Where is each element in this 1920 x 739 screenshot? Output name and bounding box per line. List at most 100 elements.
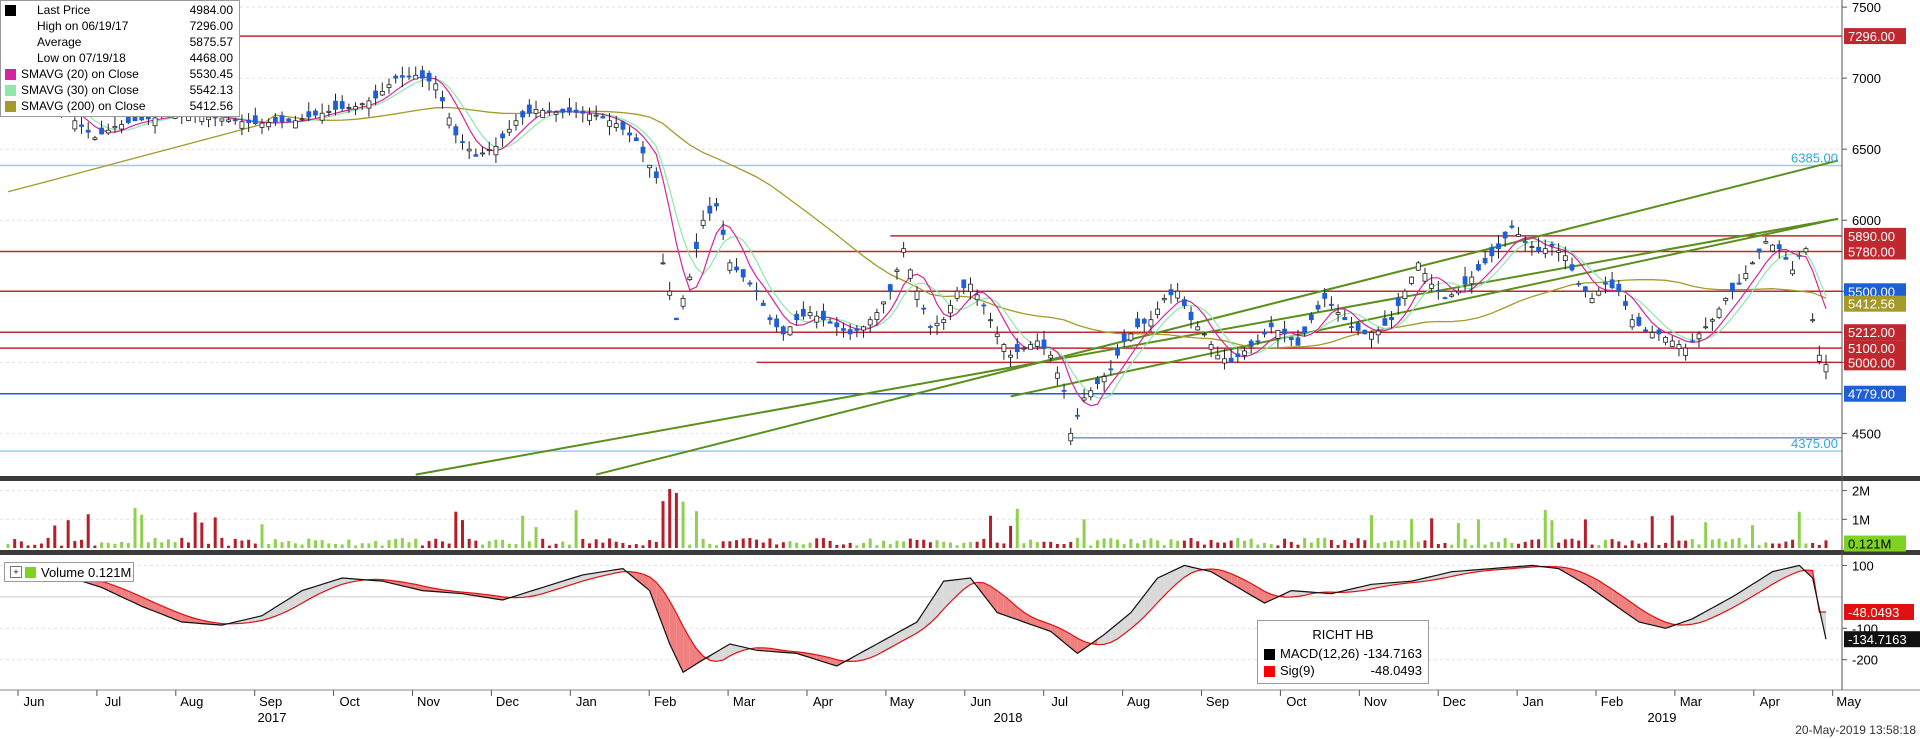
volume-bar: [895, 540, 899, 548]
level-label: 4375.00: [1791, 436, 1838, 451]
candle-body: [914, 290, 920, 300]
candle-body: [560, 108, 566, 113]
candle-body: [974, 294, 980, 301]
candle-body: [1750, 262, 1755, 265]
volume-bar: [474, 540, 478, 548]
volume-bar: [1169, 539, 1173, 548]
volume-bar: [1517, 543, 1521, 548]
macd-fill: [1765, 571, 1773, 589]
volume-legend: + Volume 0.121M: [4, 562, 134, 582]
volume-bar: [1336, 544, 1340, 548]
volume-bar: [888, 544, 892, 548]
candle-body: [486, 149, 492, 152]
volume-bar: [86, 514, 90, 548]
last-price-swatch: [5, 5, 16, 16]
macd-fill: [1130, 603, 1138, 629]
candle-body: [1783, 257, 1789, 260]
volume-bar: [140, 514, 144, 548]
macd-fill: [268, 607, 276, 619]
volume-bar: [1042, 541, 1046, 548]
volume-bar: [374, 541, 378, 548]
volume-bar: [1176, 540, 1180, 548]
volume-bar: [1430, 518, 1434, 548]
volume-bar: [434, 538, 438, 548]
smavg20-line: [7, 76, 1827, 407]
candle-body: [1562, 255, 1568, 261]
candle-body: [1730, 282, 1735, 292]
timestamp: 20-May-2019 13:58:18: [1795, 723, 1916, 737]
candle-body: [640, 146, 646, 154]
y-tick-label: 6500: [1852, 142, 1881, 157]
candle-body: [854, 328, 860, 331]
macd-fill: [736, 645, 744, 653]
x-tick-label: Nov: [1364, 694, 1388, 709]
macd-fill: [261, 611, 269, 621]
candle-body: [827, 321, 833, 324]
volume-bar: [1436, 544, 1440, 548]
volume-bar: [247, 539, 251, 548]
candle-body: [1556, 250, 1562, 253]
smavg30-line: [7, 77, 1827, 400]
volume-bar: [1777, 543, 1781, 548]
macd-fill: [1157, 574, 1165, 603]
macd-fill: [723, 644, 730, 660]
x-tick-label: Feb: [1601, 694, 1623, 709]
volume-bar: [554, 543, 558, 548]
candle-body: [1776, 244, 1782, 250]
volume-bar: [1383, 542, 1387, 548]
volume-bar: [26, 545, 30, 548]
candle-body: [1636, 316, 1642, 326]
volume-bar: [975, 541, 979, 548]
level-label-box: [1844, 385, 1906, 402]
volume-bar: [106, 542, 110, 548]
panel-separator: [0, 550, 1920, 555]
candle-body: [460, 141, 465, 143]
macd-fill: [288, 594, 296, 611]
volume-bar: [741, 538, 745, 548]
legend-item-smavg30: SMAVG (30) on Close 5542.13: [3, 83, 237, 98]
volume-bar: [1129, 538, 1133, 548]
volume-bar: [848, 542, 852, 548]
volume-bar: [1122, 543, 1126, 548]
volume-bar: [1410, 519, 1414, 548]
volume-bar: [427, 541, 431, 548]
x-tick-label: May: [1836, 694, 1861, 709]
smavg30-swatch: [5, 85, 16, 96]
smavg20-swatch: [5, 69, 16, 80]
volume-bar: [33, 544, 37, 548]
volume-bar: [1510, 543, 1514, 548]
candle-body: [1328, 303, 1334, 306]
candle-body: [1429, 283, 1435, 289]
volume-bar: [1329, 539, 1333, 548]
volume-bar: [1370, 515, 1373, 548]
trend-line-mid: [1010, 217, 1839, 398]
volume-bar: [1055, 543, 1059, 548]
macd-fill: [1618, 593, 1626, 613]
volume-bar: [213, 517, 217, 548]
volume-bar: [1035, 542, 1039, 548]
macd-fill: [134, 593, 142, 607]
level-label: 5780.00: [1848, 244, 1895, 259]
volume-bar: [1109, 538, 1113, 548]
macd-line: [7, 564, 1827, 674]
macd-fill: [1117, 618, 1125, 639]
volume-bar: [1710, 539, 1714, 548]
candle-body: [1442, 297, 1448, 300]
volume-bar: [1256, 544, 1260, 548]
volume-bar: [1309, 542, 1313, 548]
volume-bar: [1236, 537, 1240, 548]
macd-fill: [903, 625, 911, 641]
x-tick-label: Apr: [813, 694, 834, 709]
expand-icon[interactable]: +: [10, 566, 22, 578]
candle-body: [252, 115, 258, 125]
candle-body: [79, 124, 84, 127]
candle-body: [1268, 322, 1274, 328]
volume-bar: [721, 541, 725, 548]
legend-label: Last Price: [37, 3, 91, 17]
macd-fill: [943, 580, 951, 609]
candle-body: [573, 109, 579, 113]
legend-item-smavg20: SMAVG (20) on Close 5530.45: [3, 67, 237, 82]
volume-bar: [668, 489, 672, 548]
candle-body: [1028, 344, 1034, 350]
